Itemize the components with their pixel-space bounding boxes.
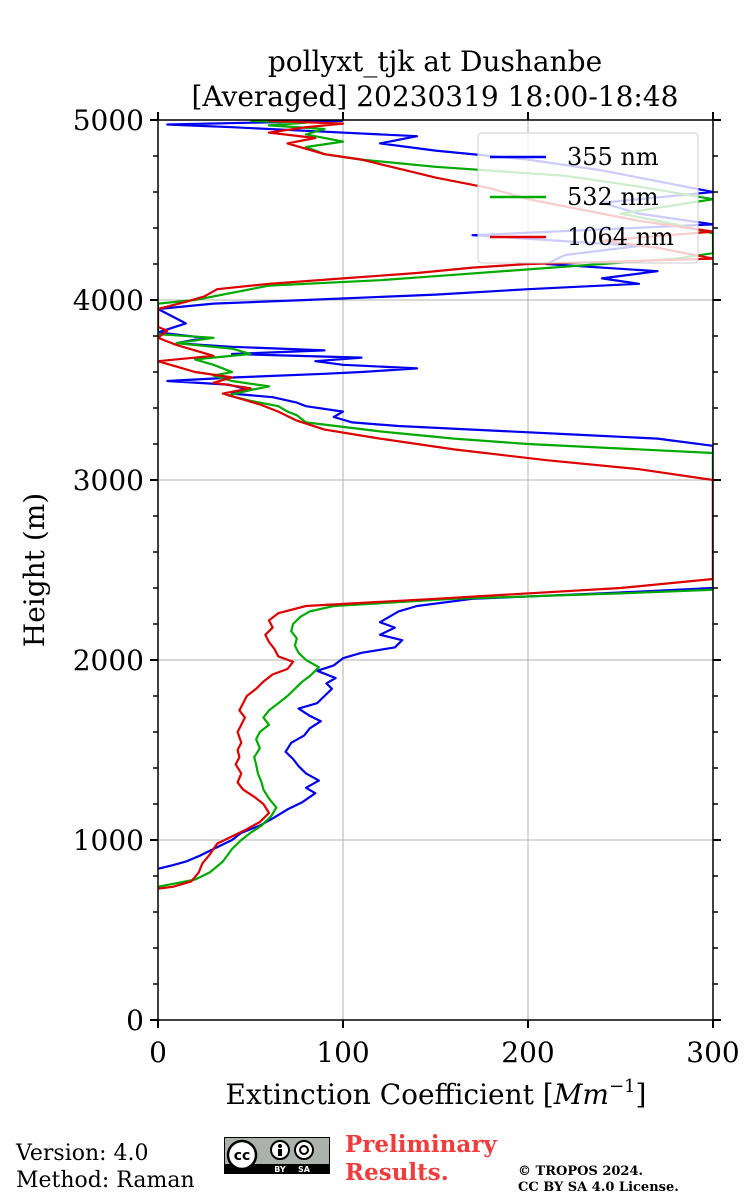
svg-text:cc: cc: [234, 1148, 251, 1164]
version-text: Version: 4.0: [16, 1141, 149, 1166]
method-text: Method: Raman: [16, 1168, 195, 1193]
x-tick-label-0: 0: [149, 1036, 167, 1069]
legend-label-532-nm: 532 nm: [567, 183, 659, 211]
copyright-notice: © TROPOS 2024. CC BY SA 4.0 License.: [518, 1164, 679, 1196]
copyright-line-1: © TROPOS 2024.: [518, 1164, 644, 1179]
preliminary-line-2: Results.: [345, 1159, 449, 1186]
preliminary-line-1: Preliminary: [345, 1131, 497, 1158]
copyright-line-2: CC BY SA 4.0 License.: [518, 1180, 679, 1195]
y-tick-label-3000: 3000: [73, 464, 144, 497]
y-axis-label: Height (m): [18, 493, 51, 647]
svg-text:SA: SA: [298, 1165, 311, 1174]
legend: 355 nm 532 nm 1064 nm: [477, 132, 699, 264]
svg-text:BY: BY: [274, 1165, 286, 1174]
x-tick-label-100: 100: [316, 1036, 369, 1069]
y-tick-label-1000: 1000: [73, 824, 144, 857]
y-tick-label-0: 0: [126, 1004, 144, 1037]
preliminary-results-notice: Preliminary Results.: [345, 1131, 497, 1187]
x-tick-label-300: 300: [686, 1036, 739, 1069]
share-alike-icon: [294, 1140, 314, 1160]
x-tick-label-200: 200: [501, 1036, 554, 1069]
cc-icon: [226, 1139, 258, 1171]
plot-frame: [157, 119, 714, 1021]
chart-title: pollyxt_tjk at Dushanbe: [268, 45, 602, 78]
chart-subtitle: [Averaged] 20230319 18:00-18:48: [192, 80, 679, 113]
legend-box: [477, 132, 699, 264]
y-tick-label-4000: 4000: [73, 284, 144, 317]
cc-by-sa-license-badge: cc BY SA: [224, 1137, 330, 1174]
y-tick-label-2000: 2000: [73, 644, 144, 677]
x-axis-label: Extinction Coefficient [Mm−1]: [226, 1076, 647, 1111]
y-tick-label-5000: 5000: [73, 104, 144, 137]
legend-label-355-nm: 355 nm: [567, 143, 659, 171]
legend-label-1064-nm: 1064 nm: [567, 223, 674, 251]
